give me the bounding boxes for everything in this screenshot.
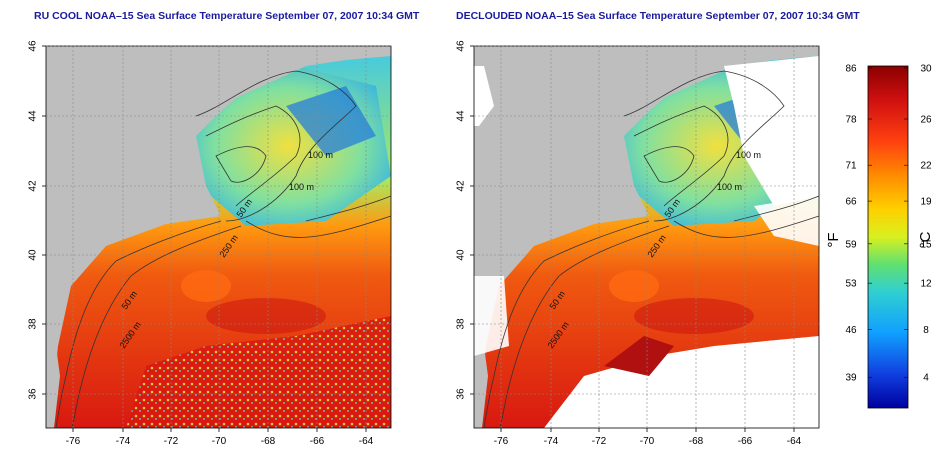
colorbar-scale <box>867 65 909 409</box>
contour-line <box>305 195 392 222</box>
contour-line <box>71 225 242 429</box>
contour-line <box>195 70 357 222</box>
lon-tick-label: -74 <box>544 436 559 447</box>
lat-tick-label: 44 <box>28 110 39 122</box>
celsius-tick-label: 8 <box>923 325 929 336</box>
contour-line <box>643 146 695 183</box>
lat-tick-label: 42 <box>456 180 467 192</box>
fahrenheit-tick-label: 46 <box>845 325 857 336</box>
lon-tick-label: -68 <box>689 436 704 447</box>
celsius-tick-label: 12 <box>920 279 932 290</box>
right-bathymetry-contours <box>483 70 820 429</box>
right-map <box>473 45 820 429</box>
contour-line <box>499 225 670 429</box>
contour-line <box>215 146 267 183</box>
lon-tick-label: -72 <box>164 436 179 447</box>
fahrenheit-tick-label: 39 <box>845 373 857 384</box>
colorbar-ticks: 86 78 71 66 59 53 46 39 30 26 22 19 15 12 8 4 <box>845 64 932 384</box>
lat-tick-label: 40 <box>28 249 39 261</box>
right-graticule <box>474 45 819 428</box>
celsius-tick-label: 30 <box>920 64 932 75</box>
contour-line <box>245 215 392 238</box>
contour-line <box>55 220 222 429</box>
lat-tick-label: 44 <box>456 110 467 122</box>
left-map-title: RU COOL NOAA–15 Sea Surface Temperature … <box>34 10 420 22</box>
colorbar: 86 78 71 66 59 53 46 39 30 26 22 19 15 12 8 4 °F °C <box>825 64 934 409</box>
celsius-tick-label: 19 <box>920 197 932 208</box>
lon-tick-label: -66 <box>738 436 753 447</box>
contour-line <box>733 195 820 222</box>
lon-tick-label: -76 <box>494 436 509 447</box>
celsius-tick-label: 4 <box>923 373 929 384</box>
contour-depth-label: 100 m <box>289 182 314 192</box>
contour-depth-label: 100 m <box>717 182 742 192</box>
lon-tick-label: -72 <box>592 436 607 447</box>
contour-depth-label: 100 m <box>308 150 333 160</box>
lat-tick-label: 40 <box>456 249 467 261</box>
lat-tick-label: 36 <box>456 388 467 400</box>
fahrenheit-tick-label: 59 <box>845 239 857 250</box>
lon-tick-label: -70 <box>640 436 655 447</box>
lat-tick-label: 36 <box>28 388 39 400</box>
fahrenheit-tick-label: 86 <box>845 64 857 75</box>
contour-depth-label: 100 m <box>736 150 761 160</box>
fahrenheit-unit-label: °F <box>825 232 842 247</box>
lon-tick-label: -66 <box>310 436 325 447</box>
left-bathymetry-contours <box>55 70 392 429</box>
celsius-tick-label: 26 <box>920 115 932 126</box>
celsius-tick-label: 15 <box>920 239 932 250</box>
lon-tick-label: -64 <box>787 436 802 447</box>
lat-tick-label: 46 <box>28 40 39 52</box>
celsius-tick-label: 22 <box>920 161 932 172</box>
lon-tick-label: -76 <box>66 436 81 447</box>
fahrenheit-tick-label: 71 <box>845 161 857 172</box>
lat-tick-label: 42 <box>28 180 39 192</box>
right-axis-ticks: -76 -74 -72 -70 -68 -66 -64 46 44 42 40 38 36 <box>456 40 802 447</box>
fahrenheit-tick-label: 53 <box>845 279 857 290</box>
lat-tick-label: 46 <box>456 40 467 52</box>
right-map-title: DECLOUDED NOAA–15 Sea Surface Temperatur… <box>456 10 860 22</box>
fahrenheit-tick-label: 78 <box>845 115 857 126</box>
contour-line <box>623 70 785 222</box>
left-graticule <box>46 45 391 428</box>
left-axis-ticks: -76 -74 -72 -70 -68 -66 -64 46 44 42 40 38 36 <box>28 40 374 447</box>
contour-line <box>633 105 729 207</box>
contour-line <box>673 215 820 238</box>
contour-line <box>483 220 650 429</box>
lon-tick-label: -74 <box>116 436 131 447</box>
lat-tick-label: 38 <box>456 318 467 330</box>
left-map <box>45 45 392 429</box>
lon-tick-label: -64 <box>359 436 374 447</box>
lon-tick-label: -70 <box>212 436 227 447</box>
fahrenheit-tick-label: 66 <box>845 197 857 208</box>
celsius-unit-label: °C <box>917 231 934 248</box>
contour-line <box>205 105 301 207</box>
lat-tick-label: 38 <box>28 318 39 330</box>
lon-tick-label: -68 <box>261 436 276 447</box>
